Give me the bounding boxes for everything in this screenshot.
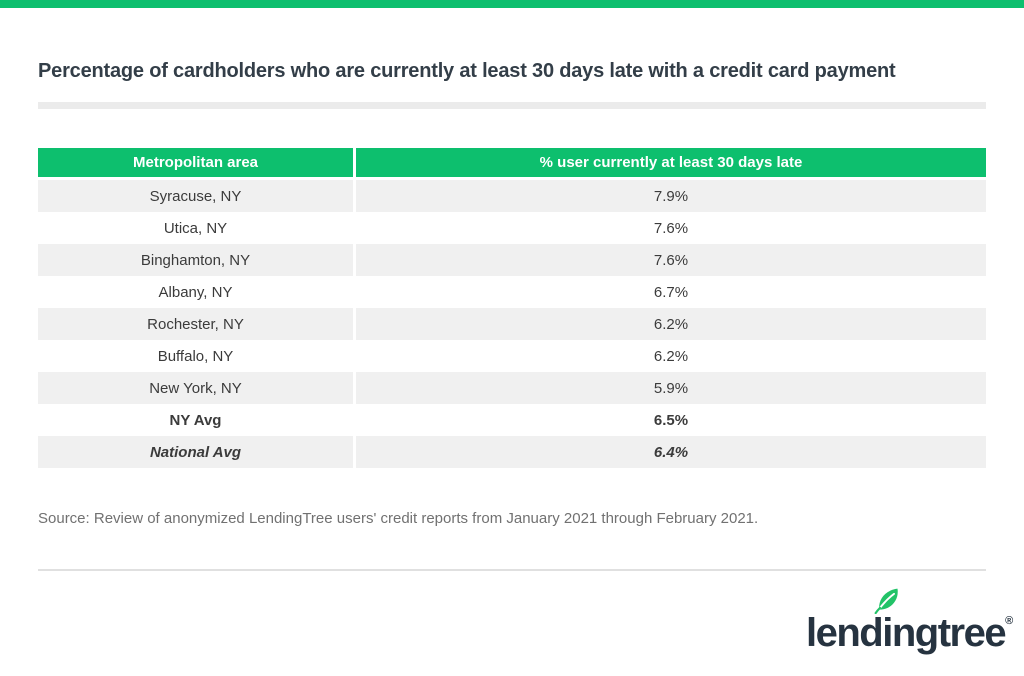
logo-wordmark: lendingtree® [806, 611, 1013, 656]
footer-divider [38, 569, 986, 571]
value-cell: 6.2% [653, 315, 689, 333]
metro-area-cell: Utica, NY [163, 219, 228, 237]
source-note: Source: Review of anonymized LendingTree… [38, 510, 759, 527]
value-cell: 6.5% [653, 411, 689, 429]
table-row: New York, NY 5.9% [38, 372, 986, 404]
metro-area-cell: Syracuse, NY [38, 180, 356, 212]
logo-text: lendingtree [806, 611, 1007, 655]
table-body: Syracuse, NY 7.9% Utica, NY 7.6% Bingham… [38, 180, 986, 468]
metro-area-cell: Buffalo, NY [157, 347, 234, 365]
table-row: Utica, NY 7.6% [38, 212, 986, 244]
header-metro-area: Metropolitan area [38, 148, 356, 177]
top-accent-bar [0, 0, 1024, 8]
data-table: Metropolitan area % user currently at le… [38, 148, 986, 468]
value-cell: 6.2% [653, 347, 689, 365]
value-cell: 7.9% [653, 187, 689, 205]
table-row: Rochester, NY 6.2% [38, 308, 986, 340]
table-row: Albany, NY 6.7% [38, 276, 986, 308]
value-cell: 5.9% [653, 379, 689, 397]
registered-mark: ® [1005, 615, 1014, 627]
metro-area-cell: Rochester, NY [38, 308, 356, 340]
title-divider [38, 102, 986, 109]
chart-title: Percentage of cardholders who are curren… [38, 60, 896, 82]
value-cell: 7.6% [653, 251, 689, 269]
metro-area-cell: Binghamton, NY [38, 244, 356, 276]
table-row: National Avg 6.4% [38, 436, 986, 468]
value-cell: 6.4% [653, 443, 689, 461]
leaf-icon [874, 588, 898, 614]
metro-area-cell: NY Avg [169, 411, 222, 429]
lendingtree-logo: lendingtree® [806, 586, 1013, 662]
header-percent-late: % user currently at least 30 days late [356, 148, 986, 177]
value-cell: 7.6% [653, 219, 689, 237]
table-row: Syracuse, NY 7.9% [38, 180, 986, 212]
metro-area-cell: Albany, NY [158, 283, 233, 301]
table-row: NY Avg 6.5% [38, 404, 986, 436]
table-header-row: Metropolitan area % user currently at le… [38, 148, 986, 180]
metro-area-cell: National Avg [38, 436, 356, 468]
metro-area-cell: New York, NY [38, 372, 356, 404]
table-row: Binghamton, NY 7.6% [38, 244, 986, 276]
table-row: Buffalo, NY 6.2% [38, 340, 986, 372]
value-cell: 6.7% [653, 283, 689, 301]
